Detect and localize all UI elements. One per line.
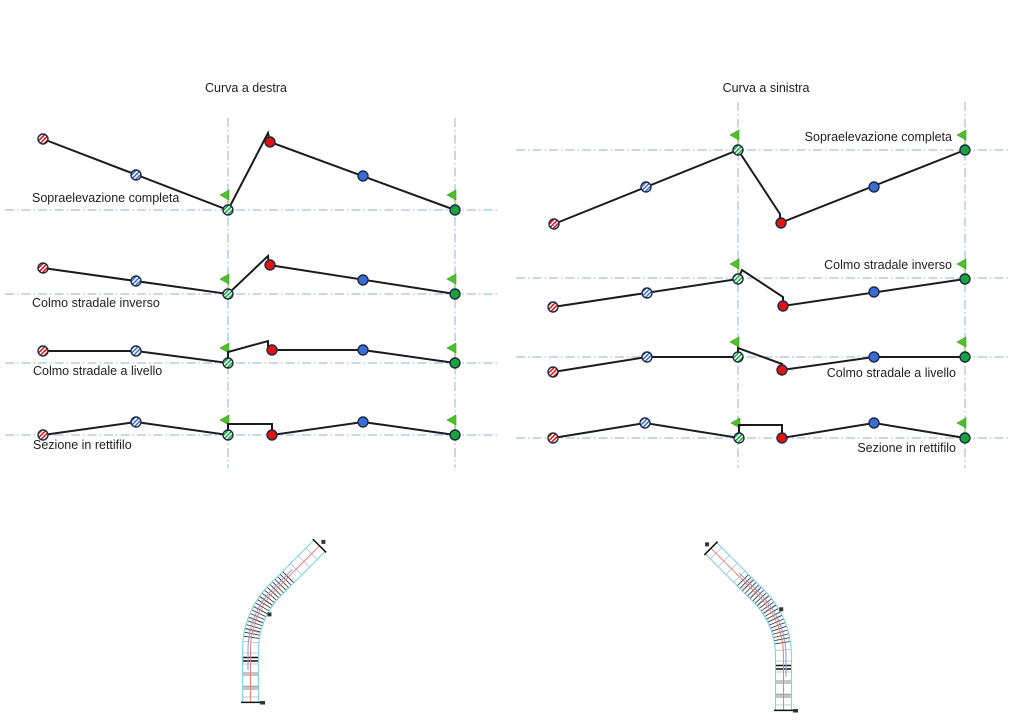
profile-line (553, 148, 966, 225)
profile-lines (42, 130, 966, 440)
node-marker-green-hatch (222, 288, 234, 300)
node-marker-blue-hatch (639, 417, 651, 429)
row-label: Colmo stradale a livello (33, 364, 162, 378)
node-marker-red (775, 217, 787, 229)
node-marker-green-hatch (222, 204, 234, 216)
column-title: Curva a destra (205, 81, 287, 95)
row-label: Colmo stradale inverso (32, 296, 160, 310)
road-centerline (710, 547, 784, 711)
node-marker-red-hatch (548, 218, 560, 230)
node-marker-blue (868, 351, 880, 363)
node-marker-red-hatch (547, 366, 559, 378)
road-station-marker (705, 542, 710, 547)
node-marker-blue-hatch (130, 416, 142, 428)
node-marker-green-hatch (732, 351, 744, 363)
row-label: Sezione in rettifilo (857, 441, 956, 455)
road-station-marker (793, 709, 798, 713)
road-edge-line (257, 550, 326, 703)
node-marker-green (449, 288, 461, 300)
road-tick (312, 538, 327, 553)
road-station-marker (260, 701, 265, 705)
node-marker-red (776, 432, 788, 444)
node-marker-blue-hatch (640, 181, 652, 193)
node-marker-green (449, 204, 461, 216)
row-label: Sopraelevazione completa (32, 191, 179, 205)
node-marker-blue-hatch (130, 169, 142, 181)
node-marker-green (449, 429, 461, 441)
node-marker-green (959, 144, 971, 156)
plan-curva-sinistra (703, 541, 798, 713)
node-marker-red (264, 136, 276, 148)
road-centerline (250, 544, 321, 703)
flags (219, 129, 967, 436)
road-station-marker (321, 539, 326, 544)
node-marker-red (266, 429, 278, 441)
profile-line (552, 346, 966, 373)
node-marker-green (449, 357, 461, 369)
profile-line (42, 339, 456, 365)
profile-line (42, 420, 456, 437)
road-edge-line (241, 539, 315, 703)
node-marker-blue (868, 417, 880, 429)
road-station-marker (779, 607, 784, 612)
node-marker-blue (357, 344, 369, 356)
node-marker-blue (868, 286, 880, 298)
node-marker-blue-hatch (130, 345, 142, 357)
node-marker-red (777, 300, 789, 312)
profile-line (42, 130, 456, 212)
road-tick (703, 541, 719, 556)
node-marker-red-hatch (547, 432, 559, 444)
node-marker-blue (357, 170, 369, 182)
node-marker-green (959, 432, 971, 444)
node-marker-red-hatch (37, 262, 49, 274)
markers (37, 133, 971, 444)
node-marker-red-hatch (547, 301, 559, 313)
node-marker-green-hatch (733, 432, 745, 444)
node-marker-green-hatch (222, 357, 234, 369)
node-marker-blue-hatch (641, 287, 653, 299)
profile-line (42, 253, 456, 296)
profile-line (552, 268, 966, 308)
node-marker-green-hatch (732, 144, 744, 156)
node-marker-red (266, 344, 278, 356)
node-marker-red-hatch (37, 429, 49, 441)
row-label: Colmo stradale inverso (824, 258, 952, 272)
node-marker-blue (357, 416, 369, 428)
row-label: Sopraelevazione completa (805, 130, 952, 144)
row-label: Colmo stradale a livello (827, 366, 956, 380)
column-title: Curva a sinistra (723, 81, 810, 95)
plan-curva-destra (241, 538, 327, 705)
road-edge-line (715, 541, 793, 711)
node-marker-green-hatch (732, 273, 744, 285)
node-marker-red-hatch (37, 133, 49, 145)
road-spiral-line (738, 572, 787, 677)
row-label: Sezione in rettifilo (33, 438, 132, 452)
road-spiral-line (247, 569, 293, 671)
node-marker-red (264, 259, 276, 271)
road-plans (241, 538, 798, 713)
node-marker-blue-hatch (130, 275, 142, 287)
profile-line (552, 421, 966, 440)
node-marker-red-hatch (37, 345, 49, 357)
guide-lines (5, 102, 1008, 468)
node-marker-green-hatch (222, 429, 234, 441)
node-marker-green (959, 273, 971, 285)
road-station-marker (267, 612, 272, 617)
labels: Curva a destra Sopraelevazione completa Co… (32, 81, 956, 455)
node-marker-blue (868, 181, 880, 193)
node-marker-blue (357, 274, 369, 286)
node-marker-green (959, 351, 971, 363)
node-marker-red (776, 364, 788, 376)
node-marker-blue-hatch (641, 351, 653, 363)
road-edge-line (704, 553, 777, 711)
